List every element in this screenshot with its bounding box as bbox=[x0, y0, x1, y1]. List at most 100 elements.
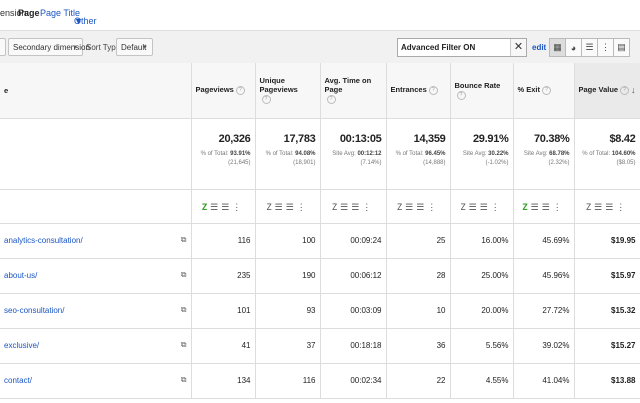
unique-pageviews-cell: 93 bbox=[255, 293, 321, 329]
dimension-page-title-link[interactable]: Page Title bbox=[40, 8, 81, 18]
unique-pageviews-cell: 100 bbox=[255, 223, 321, 259]
table-view-icon[interactable]: ▦ bbox=[549, 38, 566, 57]
help-icon[interactable]: ? bbox=[620, 86, 630, 95]
unique-pageviews-cell: 116 bbox=[255, 363, 321, 399]
viz-toggle-unique[interactable]: Z☰☰⋮ bbox=[255, 189, 321, 224]
total-prefix: % of Total: bbox=[582, 150, 612, 157]
sparkline-toggle-icons[interactable]: Z☰☰⋮ bbox=[585, 203, 629, 213]
page-link[interactable]: exclusive/ bbox=[4, 341, 40, 350]
page-cell: analytics-consultation/ ⧉ bbox=[0, 223, 192, 259]
bounce-rate-cell: 25.00% bbox=[450, 258, 514, 294]
column-header-page[interactable]: e bbox=[0, 63, 192, 119]
bounce-rate-cell: 4.55% bbox=[450, 363, 514, 399]
total-pageviews: 20,326 % of Total: 93.91% (21,645) bbox=[191, 118, 256, 190]
table-toolbar: Secondary dimension ▼ Sort Type: Default… bbox=[0, 30, 640, 64]
help-icon[interactable]: ? bbox=[542, 86, 552, 95]
secondary-dimension-dropdown[interactable]: Secondary dimension ▼ bbox=[8, 38, 90, 56]
help-icon[interactable]: ? bbox=[428, 86, 438, 95]
help-icon[interactable]: ? bbox=[261, 95, 271, 104]
table-row: contact/ ⧉ 134 116 00:02:34 22 4.55% 41.0… bbox=[0, 363, 640, 399]
total-exit: 70.38% Site Avg: 68.78% (2.32%) bbox=[513, 118, 575, 190]
page-cell: contact/ ⧉ bbox=[0, 363, 192, 399]
advanced-filter-field[interactable]: Advanced Filter ON ✕ bbox=[397, 38, 527, 57]
help-icon[interactable]: ? bbox=[326, 95, 336, 104]
total-absolute: (2.32%) bbox=[548, 159, 570, 166]
visualization-toggle-row: Z☰☰⋮ Z☰☰⋮ Z☰☰⋮ Z☰☰⋮ Z☰☰⋮ Z☰☰⋮ Z☰☰⋮ bbox=[0, 189, 640, 224]
total-prefix: Site Avg: bbox=[523, 150, 550, 157]
edit-filter-link[interactable]: edit bbox=[532, 43, 547, 52]
avg-time-cell: 00:02:34 bbox=[320, 363, 387, 399]
total-subtext: % of Total: 94.08% (18,901) bbox=[260, 150, 316, 168]
sparkline-toggle-icons[interactable]: Z☰☰⋮ bbox=[522, 203, 565, 213]
page-link[interactable]: contact/ bbox=[4, 376, 33, 385]
exit-cell: 27.72% bbox=[513, 293, 575, 329]
comparison-view-icon[interactable]: ⋮ bbox=[597, 38, 614, 57]
table-row: about-us/ ⧉ 235 190 00:06:12 28 25.00% 45… bbox=[0, 258, 640, 294]
viz-toggle-entrances[interactable]: Z☰☰⋮ bbox=[386, 189, 451, 224]
data-rows: analytics-consultation/ ⧉ 116 100 00:09:2… bbox=[0, 223, 640, 399]
viz-toggle-pageviews[interactable]: Z☰☰⋮ bbox=[191, 189, 256, 224]
total-percent: 94.08% bbox=[295, 150, 316, 157]
viz-toggle-bounce[interactable]: Z☰☰⋮ bbox=[450, 189, 514, 224]
total-subtext: Site Avg: 00:12:12 (7.14%) bbox=[325, 150, 381, 168]
total-subtext: % of Total: 104.60% ($8.05) bbox=[579, 150, 635, 168]
total-subtext: Site Avg: 30.22% (-1.02%) bbox=[455, 150, 509, 168]
close-icon[interactable]: ✕ bbox=[510, 39, 526, 56]
sparkline-toggle-icons[interactable]: Z☰☰⋮ bbox=[266, 203, 309, 213]
page-link[interactable]: about-us/ bbox=[4, 271, 38, 280]
chevron-down-icon: ▼ bbox=[142, 45, 148, 51]
column-header-label: Page Value bbox=[578, 85, 619, 95]
pie-view-icon[interactable]: ◕ bbox=[565, 38, 582, 57]
page-link[interactable]: analytics-consultation/ bbox=[4, 236, 83, 245]
column-header-pageviews[interactable]: Pageviews? bbox=[191, 63, 256, 119]
external-link-icon[interactable]: ⧉ bbox=[180, 304, 187, 314]
total-value: 70.38% bbox=[533, 132, 570, 145]
avg-time-cell: 00:03:09 bbox=[320, 293, 387, 329]
primary-dimension-bar: ension: Page Page Title Other ▼ bbox=[0, 0, 640, 30]
sort-type-value: Default bbox=[121, 43, 147, 52]
external-link-icon[interactable]: ⧉ bbox=[180, 339, 187, 349]
sort-type-dropdown[interactable]: Default ▼ bbox=[116, 38, 153, 56]
viz-toggle-page-value[interactable]: Z☰☰⋮ bbox=[574, 189, 640, 224]
sparkline-toggle-icons[interactable]: Z☰☰⋮ bbox=[396, 203, 440, 213]
sparkline-toggle-icons[interactable]: Z☰☰⋮ bbox=[460, 203, 503, 213]
plot-rows-button[interactable] bbox=[0, 38, 6, 56]
pages-table: e Pageviews? Unique Pageviews? Avg. Time… bbox=[0, 63, 640, 399]
help-icon[interactable]: ? bbox=[235, 86, 245, 95]
column-header-exit[interactable]: % Exit? bbox=[513, 63, 575, 119]
exit-cell: 41.04% bbox=[513, 363, 575, 399]
total-prefix: Site Avg: bbox=[332, 150, 358, 157]
pageviews-cell: 235 bbox=[191, 258, 256, 294]
column-header-bounce-rate[interactable]: Bounce Rate? bbox=[450, 63, 514, 119]
total-subtext: % of Total: 93.91% (21,645) bbox=[196, 150, 251, 168]
dimension-other-label: Other bbox=[74, 16, 97, 26]
viz-empty-cell bbox=[0, 189, 192, 224]
page-link[interactable]: seo-consultation/ bbox=[4, 306, 65, 315]
avg-time-cell: 00:06:12 bbox=[320, 258, 387, 294]
column-header-label: Unique Pageviews bbox=[259, 76, 298, 95]
total-avg-time: 00:13:05 Site Avg: 00:12:12 (7.14%) bbox=[320, 118, 387, 190]
sparkline-toggle-icons[interactable]: Z☰☰⋮ bbox=[201, 203, 245, 213]
column-header-page-value[interactable]: Page Value? ↓ bbox=[574, 63, 640, 119]
column-header-avg-time[interactable]: Avg. Time on Page? bbox=[320, 63, 387, 119]
table-row: analytics-consultation/ ⧉ 116 100 00:09:2… bbox=[0, 223, 640, 259]
pivot-view-icon[interactable]: ▤ bbox=[613, 38, 630, 57]
column-header-unique-pageviews[interactable]: Unique Pageviews? bbox=[255, 63, 321, 119]
external-link-icon[interactable]: ⧉ bbox=[180, 234, 187, 244]
performance-view-icon[interactable]: ☰ bbox=[581, 38, 598, 57]
column-header-label: Bounce Rate bbox=[454, 80, 501, 90]
column-header-entrances[interactable]: Entrances? bbox=[386, 63, 451, 119]
external-link-icon[interactable]: ⧉ bbox=[180, 269, 187, 279]
external-link-icon[interactable]: ⧉ bbox=[180, 374, 187, 384]
sparkline-toggle-icons[interactable]: Z☰☰⋮ bbox=[331, 203, 375, 213]
page-cell: seo-consultation/ ⧉ bbox=[0, 293, 192, 329]
avg-time-cell: 00:18:18 bbox=[320, 328, 387, 364]
total-value: 20,326 bbox=[218, 132, 251, 145]
viz-toggle-avg-time[interactable]: Z☰☰⋮ bbox=[320, 189, 387, 224]
column-header-label: Pageviews bbox=[195, 85, 234, 95]
entrances-cell: 25 bbox=[386, 223, 451, 259]
help-icon[interactable]: ? bbox=[456, 90, 466, 100]
viz-toggle-exit[interactable]: Z☰☰⋮ bbox=[513, 189, 575, 224]
arrow-down-icon: ↓ bbox=[631, 85, 636, 96]
column-header-label: Entrances bbox=[390, 85, 427, 95]
